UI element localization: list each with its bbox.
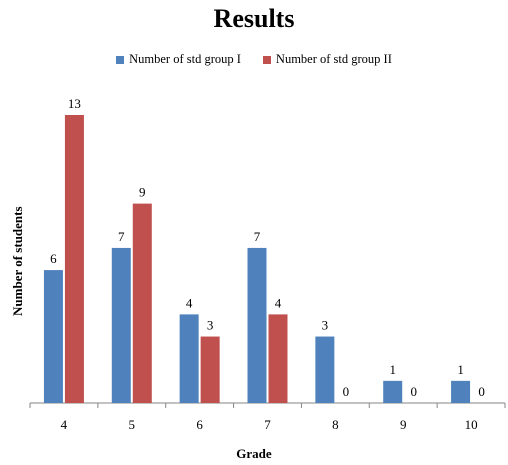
data-label-2-5: 9 — [139, 185, 146, 200]
legend-item-group-1: Number of std group I — [116, 52, 241, 67]
x-tick-label-5: 5 — [129, 417, 136, 432]
x-tick-label-7: 7 — [264, 417, 271, 432]
data-label-2-9: 0 — [410, 384, 417, 399]
legend-label-group-2: Number of std group II — [275, 52, 392, 66]
data-label-2-7: 4 — [275, 295, 282, 310]
data-label-1-6: 4 — [186, 295, 193, 310]
data-label-2-10: 0 — [478, 384, 485, 399]
bar-1-8 — [315, 336, 335, 403]
data-label-1-5: 7 — [118, 229, 125, 244]
data-label-2-4: 13 — [68, 96, 81, 111]
x-tick-label-10: 10 — [465, 417, 478, 432]
legend: Number of std group I Number of std grou… — [0, 52, 508, 67]
legend-label-group-1: Number of std group I — [129, 52, 241, 66]
chart-title: Results — [213, 4, 295, 33]
data-label-1-10: 1 — [457, 362, 464, 377]
bar-1-5 — [111, 247, 131, 403]
data-label-2-8: 0 — [343, 384, 350, 399]
legend-swatch-group-1 — [116, 55, 125, 64]
x-tick-label-9: 9 — [400, 417, 407, 432]
data-label-1-9: 1 — [389, 362, 396, 377]
bar-2-5 — [132, 203, 152, 403]
legend-swatch-group-2 — [262, 55, 271, 64]
bar-1-10 — [451, 380, 471, 403]
bar-1-7 — [247, 247, 267, 403]
data-label-2-6: 3 — [207, 318, 214, 333]
bar-2-6 — [200, 336, 220, 403]
bar-1-4 — [43, 270, 63, 403]
legend-item-group-2: Number of std group II — [262, 52, 392, 67]
bar-2-4 — [64, 115, 84, 403]
x-axis-label: Grade — [236, 446, 272, 461]
x-tick-label-4: 4 — [61, 417, 68, 432]
x-tick-label-8: 8 — [332, 417, 339, 432]
data-label-1-7: 7 — [254, 229, 261, 244]
bar-1-6 — [179, 314, 199, 403]
bar-2-7 — [268, 314, 288, 403]
bar-1-9 — [383, 380, 403, 403]
data-label-1-4: 6 — [50, 251, 57, 266]
x-tick-label-6: 6 — [196, 417, 203, 432]
data-label-1-8: 3 — [322, 318, 329, 333]
